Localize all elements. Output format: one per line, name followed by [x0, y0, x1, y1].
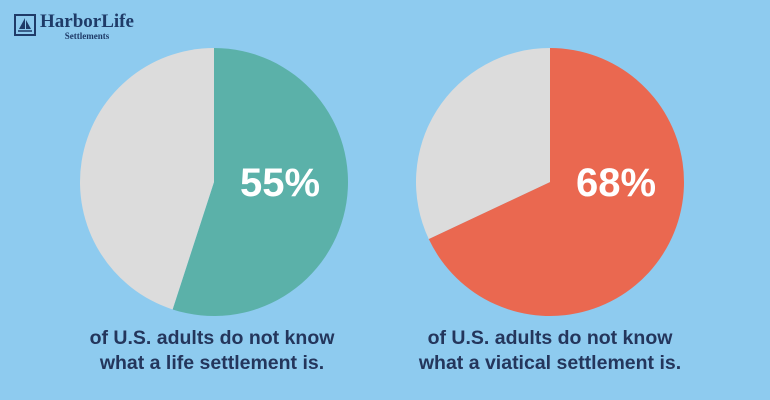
caption-line: of U.S. adults do not know [89, 327, 335, 349]
pie-slice [80, 48, 215, 310]
pie-chart-viatical-settlement: 68% [416, 48, 684, 316]
logo-name: HarborLife [40, 11, 134, 32]
caption-viatical-settlement: of U.S. adults do not know what a viatic… [380, 326, 720, 376]
caption-line: of U.S. adults do not know [427, 327, 673, 349]
pie-percent-label: 55% [240, 161, 320, 205]
pie-chart-life-settlement: 55% [80, 48, 349, 316]
logo: HarborLife Settlements [14, 12, 134, 41]
pie-percent-label: 68% [576, 161, 656, 205]
pie-slice [416, 48, 550, 240]
caption-line: what a life settlement is. [99, 352, 325, 374]
sail-icon [14, 14, 36, 36]
pie-slice [172, 48, 349, 316]
caption-line: what a viatical settlement is. [418, 352, 682, 374]
pie-slice [428, 48, 684, 316]
logo-tagline: Settlements [64, 31, 110, 41]
caption-life-settlement: of U.S. adults do not know what a life s… [42, 326, 382, 376]
